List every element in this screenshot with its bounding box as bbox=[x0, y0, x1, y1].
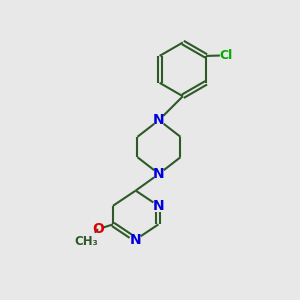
Text: O: O bbox=[92, 222, 104, 236]
Text: N: N bbox=[153, 113, 165, 127]
Text: N: N bbox=[130, 232, 142, 247]
Text: N: N bbox=[152, 199, 164, 213]
Text: Cl: Cl bbox=[220, 49, 233, 62]
Text: CH₃: CH₃ bbox=[74, 235, 98, 248]
Text: N: N bbox=[153, 167, 165, 181]
